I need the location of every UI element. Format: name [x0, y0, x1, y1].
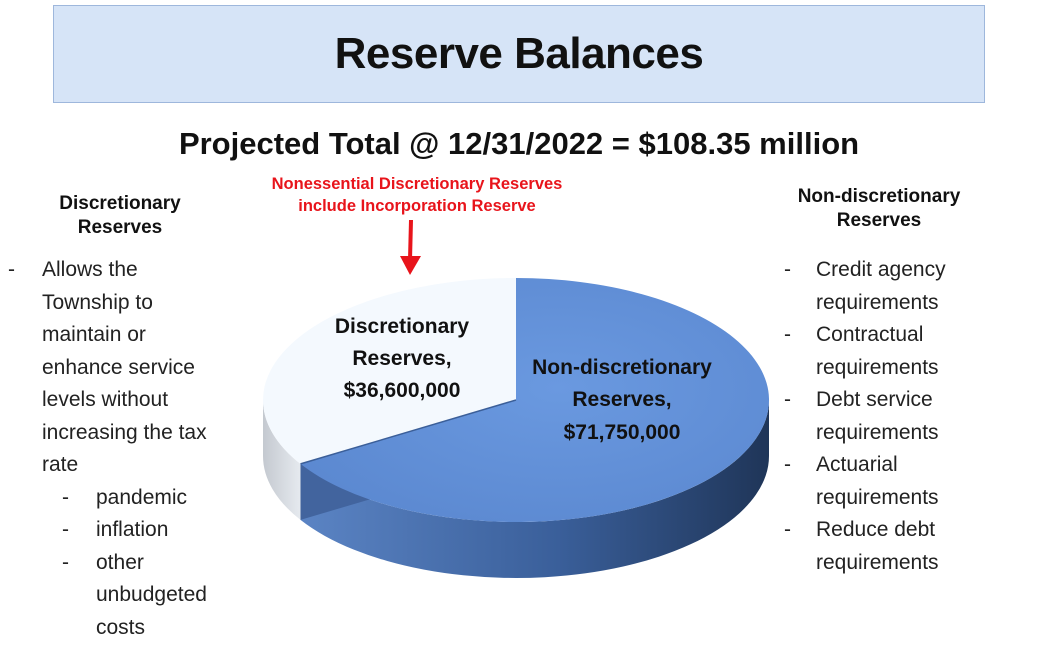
title-banner: Reserve Balances [53, 5, 985, 103]
bullet-dash: - [62, 518, 69, 541]
bullet-text-line: rate [42, 453, 79, 476]
discretionary-list: - Allows the Township to maintain or enh… [0, 254, 260, 644]
sub-list-item: - other unbudgeted costs [0, 547, 260, 645]
bullet-text-line: Allows the [42, 258, 138, 281]
bullet-text-line: Township to [42, 290, 153, 314]
incorporation-reserve-note: Nonessential Discretionary Reserves incl… [212, 173, 622, 217]
non-discretionary-heading-line-2: Reserves [836, 210, 922, 231]
discretionary-heading: Discretionary Reserves [30, 192, 210, 240]
discretionary-heading-line-1: Discretionary [59, 193, 181, 214]
slice-top-non-discretionary [300, 278, 770, 522]
bullet-dash: - [784, 323, 791, 346]
bullet-dash: - [784, 388, 791, 411]
sub-item-line: unbudgeted [96, 583, 207, 606]
sub-item-line: pandemic [96, 485, 188, 509]
slice-label-discretionary-name-line-2: Reserves, [352, 347, 451, 370]
item-line: requirements [816, 355, 939, 379]
sub-list-item: - pandemic [0, 482, 260, 515]
non-discretionary-list-item: - Contractual requirements [778, 319, 1033, 384]
slice-label-non-discretionary-name-line-2: Reserves, [572, 388, 671, 411]
slice-label-discretionary-name-line-1: Discretionary [335, 315, 470, 338]
sub-list-item: - inflation [0, 514, 260, 547]
bullet-text-line: levels without [42, 388, 169, 411]
item-line: requirements [816, 420, 939, 444]
bullet-text-line: maintain or [42, 323, 146, 346]
discretionary-sublist: - pandemic - inflation - other unbudgete… [0, 482, 260, 645]
slice-label-discretionary-value: $36,600,000 [344, 379, 461, 402]
bullet-text-line: enhance service [42, 355, 195, 379]
bullet-text: Allows the Township to maintain or enhan… [0, 254, 260, 482]
projected-total-subtitle: Projected Total @ 12/31/2022 = $108.35 m… [178, 126, 860, 161]
slice-side-discretionary [263, 400, 301, 520]
bullet-dash: - [784, 258, 791, 281]
item-line: requirements [816, 290, 939, 314]
item-line: Actuarial [816, 453, 898, 476]
slice-side-non-discretionary [300, 400, 769, 578]
item-line: Credit agency [816, 258, 946, 281]
discretionary-heading-line-2: Reserves [77, 217, 163, 238]
slice-cut-face [300, 400, 516, 520]
non-discretionary-heading-line-1: Non-discretionary [797, 186, 961, 207]
page-title: Reserve Balances [334, 29, 704, 78]
sub-item-line: costs [96, 615, 146, 639]
bullet-dash: - [62, 485, 69, 509]
note-arrow-icon [400, 219, 421, 275]
discretionary-list-item: - Allows the Township to maintain or enh… [0, 254, 260, 644]
bullet-dash: - [62, 550, 69, 574]
bullet-dash: - [784, 518, 791, 541]
item-line: Reduce debt [816, 518, 936, 541]
item-line: requirements [816, 485, 939, 509]
bullet-dash: - [8, 258, 15, 281]
slice-label-non-discretionary-value: $71,750,000 [564, 421, 681, 444]
non-discretionary-list-item: - Credit agency requirements [778, 254, 1033, 319]
note-line-1: Nonessential Discretionary Reserves [271, 175, 563, 193]
slice-top-discretionary [263, 278, 516, 464]
non-discretionary-list-item: - Reduce debt requirements [778, 514, 1033, 579]
non-discretionary-list-item: - Debt service requirements [778, 384, 1033, 449]
sub-item-line: other [96, 550, 144, 574]
bullet-dash: - [784, 453, 791, 476]
non-discretionary-heading: Non-discretionary Reserves [768, 185, 990, 233]
item-line: Contractual [816, 323, 924, 346]
item-line: Debt service [816, 388, 933, 411]
sub-item-line: inflation [96, 518, 169, 541]
slice-label-non-discretionary-name-line-1: Non-discretionary [532, 356, 712, 379]
note-line-2: include Incorporation Reserve [298, 197, 536, 215]
slice-divider-line [300, 399, 517, 465]
non-discretionary-list-item: - Actuarial requirements [778, 449, 1033, 514]
bullet-text-line: increasing the tax [42, 420, 207, 444]
item-line: requirements [816, 550, 939, 574]
non-discretionary-list: - Credit agency requirements - Contractu… [778, 254, 1033, 579]
